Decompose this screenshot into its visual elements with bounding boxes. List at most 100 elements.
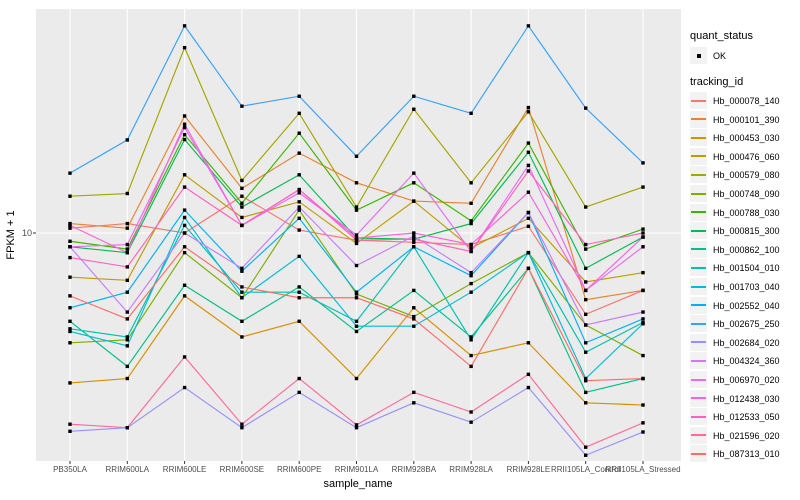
point-marker [240, 285, 244, 289]
point-marker [125, 265, 129, 269]
point-marker [240, 215, 244, 220]
point-marker [240, 290, 244, 294]
point-marker [182, 132, 187, 137]
legend-label-Hb_001504_010: Hb_001504_010 [713, 263, 780, 274]
point-marker [641, 376, 645, 381]
point-marker [469, 221, 473, 226]
point-marker [469, 111, 473, 115]
point-marker [584, 106, 588, 110]
legend-line-icon [691, 99, 706, 102]
point-marker [125, 335, 129, 339]
point-marker [68, 327, 72, 331]
legend-line-icon [691, 173, 706, 176]
point-marker [526, 105, 531, 110]
point-marker [354, 376, 359, 381]
point-marker [584, 297, 588, 302]
point-marker [68, 194, 72, 198]
point-marker [354, 238, 359, 242]
point-marker [240, 194, 244, 198]
point-marker [354, 181, 359, 185]
y-axis-tick-label: 10 [21, 227, 32, 238]
point-marker [182, 223, 187, 228]
legend-key-Hb_000862_100 [690, 240, 707, 258]
point-marker [240, 425, 244, 430]
point-marker [297, 200, 301, 204]
point-marker [240, 422, 244, 426]
point-marker [641, 310, 645, 314]
legend-key-Hb_002675_250 [690, 315, 707, 333]
legend-label-Hb_087313_010: Hb_087313_010 [713, 449, 780, 460]
point-marker [412, 288, 416, 293]
legend-key-Hb_012438_030 [690, 389, 707, 407]
legend-key-Hb_004324_360 [690, 352, 707, 370]
point-marker [68, 294, 72, 298]
point-marker [412, 314, 416, 319]
point-marker [68, 226, 72, 230]
point-marker [297, 290, 301, 294]
point-marker [182, 385, 187, 390]
point-marker [125, 191, 129, 196]
point-marker [526, 341, 531, 345]
point-marker [412, 324, 416, 328]
legend-label-Hb_001703_040: Hb_001703_040 [713, 282, 780, 292]
point-marker [182, 24, 187, 28]
point-marker [641, 231, 645, 235]
point-marker [68, 221, 72, 226]
point-marker [354, 154, 359, 158]
legend-line-icon [691, 229, 706, 232]
legend-label-Hb_002552_040: Hb_002552_040 [713, 300, 780, 311]
point-marker [68, 341, 72, 345]
point-marker [240, 335, 244, 339]
point-marker [125, 226, 129, 230]
point-marker [125, 317, 129, 321]
legend-key-Hb_012533_050 [690, 408, 707, 426]
point-marker [641, 430, 645, 434]
point-marker [584, 401, 588, 405]
legend-line-icon [691, 118, 706, 121]
ok-point-icon [696, 53, 701, 58]
legend-line-icon [691, 285, 706, 288]
point-marker [641, 317, 645, 321]
point-marker [68, 239, 72, 243]
point-marker [125, 278, 129, 283]
point-marker [641, 227, 645, 231]
point-marker [641, 270, 645, 275]
legend-key-Hb_000078_140 [690, 92, 707, 109]
point-marker [125, 242, 129, 247]
x-tick-label-RRIM600PE: RRIM600PE [276, 465, 322, 474]
x-tick-label-RRIM901LA: RRIM901LA [334, 465, 379, 474]
point-marker [297, 94, 301, 98]
point-marker [584, 350, 588, 354]
legend-line-icon [691, 397, 706, 400]
point-marker [469, 181, 473, 185]
point-marker [469, 270, 473, 275]
point-marker [526, 169, 531, 173]
point-marker [68, 255, 72, 260]
point-marker [412, 306, 416, 310]
point-marker [240, 178, 244, 183]
point-marker [125, 247, 129, 251]
point-marker [526, 150, 531, 154]
point-marker [297, 296, 301, 300]
legend-line-icon [691, 155, 706, 158]
legend-label-Hb_012438_030: Hb_012438_030 [713, 393, 780, 404]
x-tick-label-RRIM600SE: RRIM600SE [219, 465, 265, 474]
legend-label-ok: OK [713, 51, 727, 61]
point-marker [469, 410, 473, 414]
point-marker [297, 205, 301, 209]
point-marker [354, 324, 359, 328]
point-marker [125, 290, 129, 294]
point-marker [354, 423, 359, 427]
point-marker [125, 425, 129, 430]
point-marker [641, 245, 645, 249]
point-marker [526, 141, 531, 145]
legend-line-icon [691, 434, 706, 437]
point-marker [584, 288, 588, 293]
point-marker [526, 110, 531, 114]
point-marker [240, 186, 244, 191]
point-marker [584, 341, 588, 345]
point-marker [182, 215, 187, 220]
point-marker [297, 376, 301, 381]
point-marker [68, 306, 72, 310]
